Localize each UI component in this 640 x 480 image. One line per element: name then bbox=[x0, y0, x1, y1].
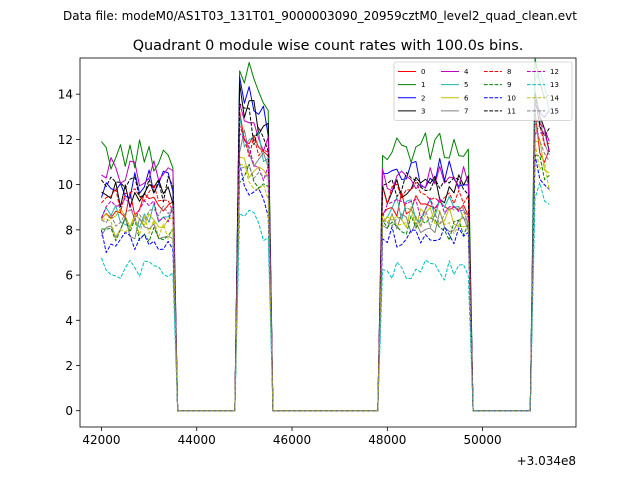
legend-label: 11 bbox=[507, 107, 516, 115]
legend-label: 7 bbox=[464, 107, 468, 115]
legend-item: 10 bbox=[484, 94, 516, 102]
legend-label: 1 bbox=[421, 81, 425, 89]
legend-item: 5 bbox=[441, 81, 468, 89]
legend-label: 3 bbox=[421, 107, 425, 115]
y-axis: 0 2 4 6 8 10 12 14 bbox=[58, 88, 80, 418]
x-tick-label: 46000 bbox=[273, 433, 311, 447]
axes-frame bbox=[79, 57, 577, 428]
plot-area bbox=[100, 57, 550, 412]
x-tick-label: 50000 bbox=[464, 433, 502, 447]
x-tick-label: 48000 bbox=[368, 433, 406, 447]
chart-title: Quadrant 0 module wise count rates with … bbox=[133, 38, 524, 54]
legend-item: 15 bbox=[527, 107, 559, 115]
x-tick-label: 42000 bbox=[82, 433, 120, 447]
y-tick-label: 2 bbox=[65, 359, 73, 373]
y-tick-label: 14 bbox=[58, 88, 73, 102]
legend-label: 8 bbox=[507, 68, 511, 76]
y-tick-label: 4 bbox=[65, 314, 73, 328]
x-tick-label: 44000 bbox=[178, 433, 216, 447]
legend-item: 11 bbox=[484, 107, 516, 115]
legend-item: 7 bbox=[441, 107, 468, 115]
legend-item: 12 bbox=[527, 68, 559, 76]
legend-label: 15 bbox=[550, 107, 559, 115]
legend-frame bbox=[393, 61, 573, 121]
legend-label: 0 bbox=[421, 68, 425, 76]
legend-item: 14 bbox=[527, 94, 559, 102]
legend-item: 6 bbox=[441, 94, 469, 102]
legend-item: 2 bbox=[398, 94, 425, 102]
legend-item: 13 bbox=[527, 81, 559, 89]
legend-item: 1 bbox=[398, 81, 425, 89]
legend-item: 3 bbox=[398, 107, 425, 115]
legend-label: 9 bbox=[507, 81, 511, 89]
y-tick-label: 12 bbox=[58, 133, 73, 147]
figure-suptitle: Data file: modeM0/AS1T03_131T01_90000030… bbox=[63, 9, 577, 23]
legend-item: 9 bbox=[484, 81, 511, 89]
series-line-15 bbox=[101, 121, 550, 412]
y-tick-label: 8 bbox=[65, 223, 73, 237]
legend-item: 8 bbox=[484, 68, 511, 76]
x-offset-label: +3.034e8 bbox=[517, 454, 576, 468]
y-tick-label: 10 bbox=[58, 178, 73, 192]
legend-label: 4 bbox=[464, 68, 469, 76]
x-axis: 42000 44000 46000 48000 50000 bbox=[82, 427, 502, 447]
legend-label: 14 bbox=[550, 94, 559, 102]
legend-label: 13 bbox=[550, 81, 559, 89]
legend-label: 2 bbox=[421, 94, 425, 102]
legend-label: 5 bbox=[464, 81, 468, 89]
legend-item: 4 bbox=[441, 68, 469, 76]
legend-label: 12 bbox=[550, 68, 559, 76]
y-tick-label: 0 bbox=[65, 404, 73, 418]
legend-item: 0 bbox=[398, 68, 425, 76]
y-tick-label: 6 bbox=[65, 269, 73, 283]
legend-label: 10 bbox=[507, 94, 516, 102]
legend-label: 6 bbox=[464, 94, 469, 102]
